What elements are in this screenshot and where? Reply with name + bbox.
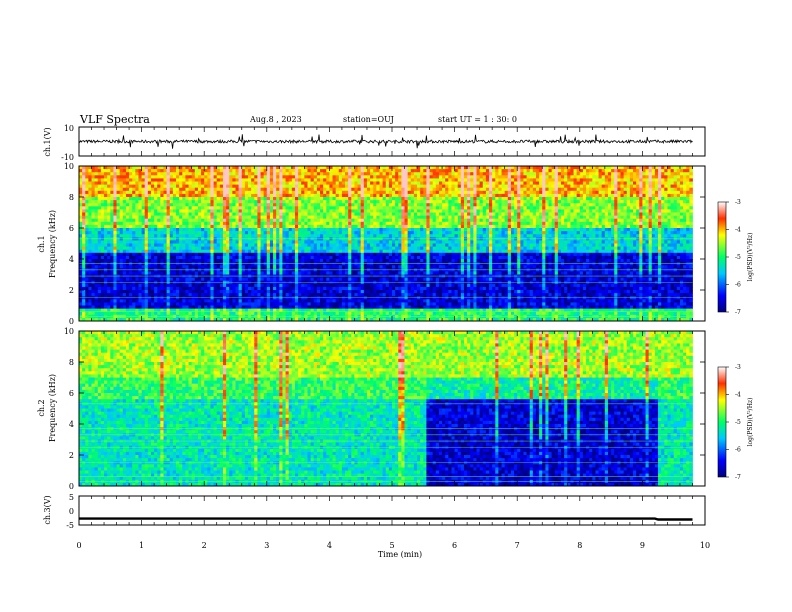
ch3-ytick-bottom: -5 [66, 521, 74, 530]
time-tick-label: 2 [202, 541, 207, 550]
colorbar-tick-label: -7 [735, 474, 741, 481]
time-tick-label: 0 [76, 541, 81, 550]
ch1-ylabel: ch.1(V) [43, 127, 52, 156]
colorbar-tick-label: -6 [735, 282, 741, 289]
ch3-level-trace [79, 517, 693, 521]
spec1-ytick-label: 0 [69, 317, 74, 326]
colorbar-tick-label: -3 [735, 364, 741, 371]
time-tick-label: 5 [389, 541, 394, 550]
spec1-ytick-label: 4 [69, 255, 74, 264]
colorbar-tick-label: -5 [735, 419, 741, 426]
time-tick-label: 10 [700, 541, 710, 550]
spec2-ytick-label: 2 [69, 451, 74, 460]
ch1-ytick-bottom: -10 [61, 153, 74, 162]
time-axis-label: Time (min) [378, 550, 422, 559]
ch1-spectrogram-image [79, 166, 693, 322]
spec2-ytick-label: 8 [69, 358, 74, 367]
ch1-freq-label: Frequency (kHz) [48, 210, 57, 278]
time-tick-label: 9 [640, 541, 645, 550]
ch1-spectrogram-panel: 0 2 4 6 8 10 ch.1 Frequency (kHz) [37, 162, 706, 326]
ch3-ytick-mid: 0 [69, 507, 74, 516]
spec1-ytick-label: 6 [69, 224, 74, 233]
colorbar-tick-label: -4 [735, 227, 741, 234]
colorbar-tick-label: -4 [735, 392, 741, 399]
time-tick-label: 1 [139, 541, 144, 550]
ch2-colorbar: -3 -4 -5 -6 -7 log(PSD)(V²/Hz) [717, 364, 754, 481]
ch1-colorbar-label: log(PSD)(V²/Hz) [747, 233, 754, 282]
spec1-ytick-label: 8 [69, 193, 74, 202]
ch2-colorbar-label: log(PSD)(V²/Hz) [747, 398, 754, 447]
colorbar-tick-label: -5 [735, 254, 741, 261]
ch2-spec-label: ch.2 [37, 399, 46, 416]
spec2-ytick-label: 0 [69, 482, 74, 491]
ch3-ytick-top: 5 [69, 493, 74, 502]
station-label: station=OUJ [343, 115, 394, 124]
ch1-colorbar: -3 -4 -5 -6 -7 log(PSD)(V²/Hz) [717, 199, 754, 316]
ch1-waveform-trace [78, 134, 693, 149]
ch1-ytick-top: 10 [64, 124, 74, 133]
time-axis: 0 1 2 3 4 5 6 7 8 9 10 [76, 127, 710, 550]
colorbar-tick-label: -6 [735, 447, 741, 454]
ch2-spectrogram-image [79, 331, 693, 487]
colorbar-tick-label: -7 [735, 309, 741, 316]
ch1-waveform-panel: 10 -10 ch.1(V) [43, 124, 706, 162]
ch2-freq-label: Frequency (kHz) [48, 374, 57, 442]
ch3-ylabel: ch.3(V) [43, 495, 52, 524]
figure-title: VLF Spectra [79, 113, 150, 126]
time-tick-label: 6 [452, 541, 457, 550]
time-tick-label: 3 [264, 541, 269, 550]
spec2-ytick-label: 4 [69, 420, 74, 429]
ch1-spec-label: ch.1 [37, 235, 46, 252]
spec2-ytick-label: 10 [64, 327, 74, 336]
start-time-label: start UT = 1 : 30: 0 [438, 115, 517, 124]
spec2-ytick-label: 6 [69, 389, 74, 398]
date-label: Aug.8 , 2023 [249, 115, 302, 124]
spec1-ytick-label: 10 [64, 162, 74, 171]
colorbar-tick-label: -3 [735, 199, 741, 206]
ch3-level-panel: 5 0 -5 ch.3(V) [43, 493, 706, 530]
time-tick-label: 8 [577, 541, 582, 550]
time-tick-label: 7 [515, 541, 520, 550]
time-tick-label: 4 [327, 541, 332, 550]
spec1-ytick-label: 2 [69, 286, 74, 295]
ch2-spectrogram-panel: 0 2 4 6 8 10 ch.2 Frequency (kHz) [37, 327, 706, 491]
